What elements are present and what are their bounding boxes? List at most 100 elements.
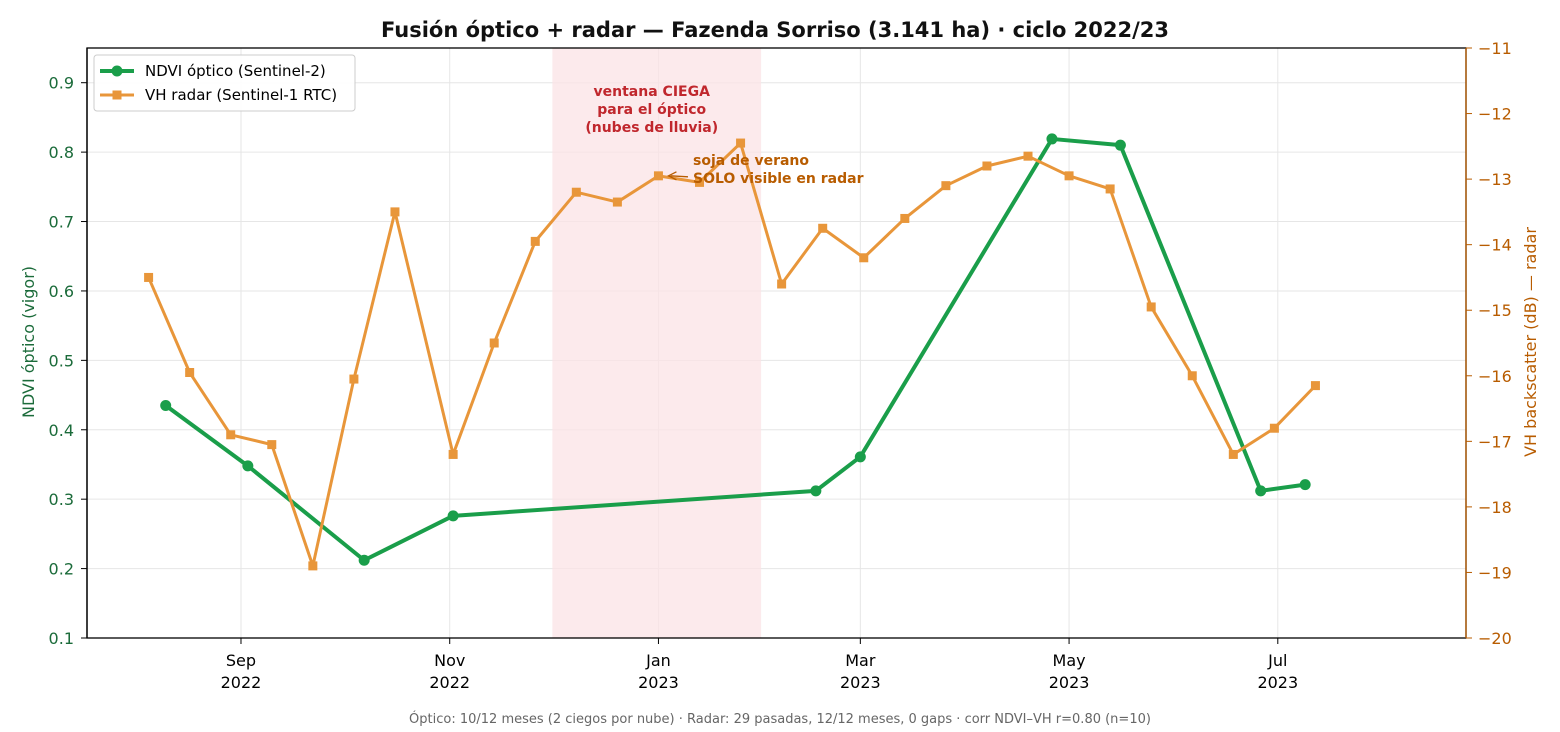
data-point (941, 181, 951, 191)
right-y-axis-ticks: −20 −19 −18 −17 −16 −15 −14 −13 −12 −11 (1466, 39, 1512, 648)
x-tick-year: 2023 (840, 673, 881, 692)
data-point (982, 161, 992, 171)
x-tick-month: Jan (645, 651, 671, 670)
x-tick-month: Nov (434, 651, 465, 670)
left-tick-label: 0.9 (49, 74, 74, 93)
plot-frame (86, 47, 1467, 639)
left-tick-label: 0.1 (49, 629, 74, 648)
annotation-line: para el óptico (597, 102, 706, 118)
right-tick-label: −14 (1478, 236, 1512, 255)
right-tick-label: −13 (1478, 170, 1512, 189)
x-tick-month: May (1053, 651, 1086, 670)
footer-note: Óptico: 10/12 meses (2 ciegos por nube) … (409, 711, 1151, 727)
right-y-axis-label: VH backscatter (dB) — radar (1521, 227, 1540, 457)
legend-box (93, 54, 356, 112)
annotation-soy-radar: soja de verano SOLO visible en radar (666, 153, 864, 187)
x-tick-month: Mar (845, 651, 876, 670)
annotation-arrow (670, 175, 689, 178)
data-point (1064, 171, 1074, 181)
series-layer (144, 133, 1320, 571)
annotation-line: ventana CIEGA (594, 84, 711, 100)
data-point (530, 236, 540, 246)
data-point (447, 510, 459, 522)
right-tick-label: −17 (1478, 432, 1512, 451)
annotation-line: soja de verano (693, 153, 809, 169)
annotation-line: (nubes de lluvia) (585, 120, 718, 136)
data-point (777, 279, 787, 289)
data-point (1146, 302, 1156, 312)
data-point (1228, 449, 1238, 459)
data-point (185, 368, 195, 377)
right-tick-label: −19 (1478, 563, 1512, 582)
data-point (489, 338, 499, 348)
data-point (653, 171, 663, 181)
legend-label: NDVI óptico (Sentinel-2) (145, 62, 326, 80)
left-tick-label: 0.4 (49, 421, 74, 440)
legend-item: NDVI óptico (Sentinel-2) (100, 62, 326, 80)
annotation-line: SOLO visible en radar (693, 171, 864, 187)
x-tick-year: 2022 (221, 673, 262, 692)
data-point (242, 460, 254, 472)
left-y-axis-ticks: 0.1 0.2 0.3 0.4 0.5 0.6 0.7 0.8 0.9 (49, 74, 87, 648)
left-tick-label: 0.8 (49, 143, 74, 162)
data-point (736, 138, 746, 148)
x-tick-year: 2023 (638, 673, 679, 692)
legend-label: VH radar (Sentinel-1 RTC) (145, 86, 337, 104)
series-1 (160, 133, 1311, 566)
data-point (226, 430, 236, 440)
x-tick-year: 2022 (429, 673, 470, 692)
chart-title: Fusión óptico + radar — Fazenda Sorriso … (381, 18, 1169, 42)
grid (87, 48, 1466, 639)
data-point (1046, 133, 1058, 145)
x-axis-ticks: Sep 2022 Nov 2022 Jan 2023 Mar 2023 May 2023 Jul 20… (221, 638, 1298, 692)
left-y-axis-label: NDVI óptico (vigor) (19, 266, 38, 418)
right-tick-label: −20 (1478, 629, 1512, 648)
right-tick-label: −11 (1478, 39, 1512, 58)
data-point (448, 449, 458, 459)
data-point (358, 554, 370, 566)
data-point (267, 440, 277, 450)
left-tick-label: 0.5 (49, 351, 74, 370)
data-point (144, 272, 154, 282)
x-tick-year: 2023 (1257, 673, 1298, 692)
series-line (164, 136, 1306, 563)
data-point (308, 561, 318, 571)
data-point (349, 374, 359, 384)
annotation-arrowhead (666, 171, 677, 181)
data-point (810, 485, 822, 497)
data-point (695, 177, 705, 187)
data-point (1255, 485, 1267, 497)
data-point (390, 207, 400, 217)
data-point (1187, 371, 1197, 381)
data-point (160, 399, 172, 411)
legend: NDVI óptico (Sentinel-2) VH radar (Sentin… (93, 54, 356, 112)
data-point (612, 197, 622, 207)
legend-swatch-marker (111, 65, 123, 77)
data-point (571, 187, 581, 197)
data-point (1310, 381, 1320, 391)
x-tick-month: Jul (1267, 651, 1287, 670)
annotation-blind-window: ventana CIEGA para el óptico (nubes de llu… (585, 84, 718, 136)
data-point (859, 253, 869, 263)
legend-swatch-marker (112, 90, 122, 100)
data-point (1105, 184, 1115, 194)
blind-window-region (552, 48, 762, 638)
data-point (818, 223, 828, 233)
data-point (1114, 139, 1126, 151)
series-2 (144, 138, 1320, 571)
right-tick-label: −15 (1478, 301, 1512, 320)
right-tick-label: −12 (1478, 105, 1512, 124)
right-tick-label: −16 (1478, 367, 1512, 386)
legend-item: VH radar (Sentinel-1 RTC) (100, 86, 337, 104)
right-tick-label: −18 (1478, 498, 1512, 517)
left-tick-label: 0.6 (49, 282, 74, 301)
data-point (900, 213, 910, 223)
x-tick-month: Sep (226, 651, 256, 670)
data-point (1299, 479, 1311, 491)
left-tick-label: 0.2 (49, 560, 74, 579)
data-point (854, 451, 866, 463)
x-tick-year: 2023 (1049, 673, 1090, 692)
left-tick-label: 0.3 (49, 490, 74, 509)
